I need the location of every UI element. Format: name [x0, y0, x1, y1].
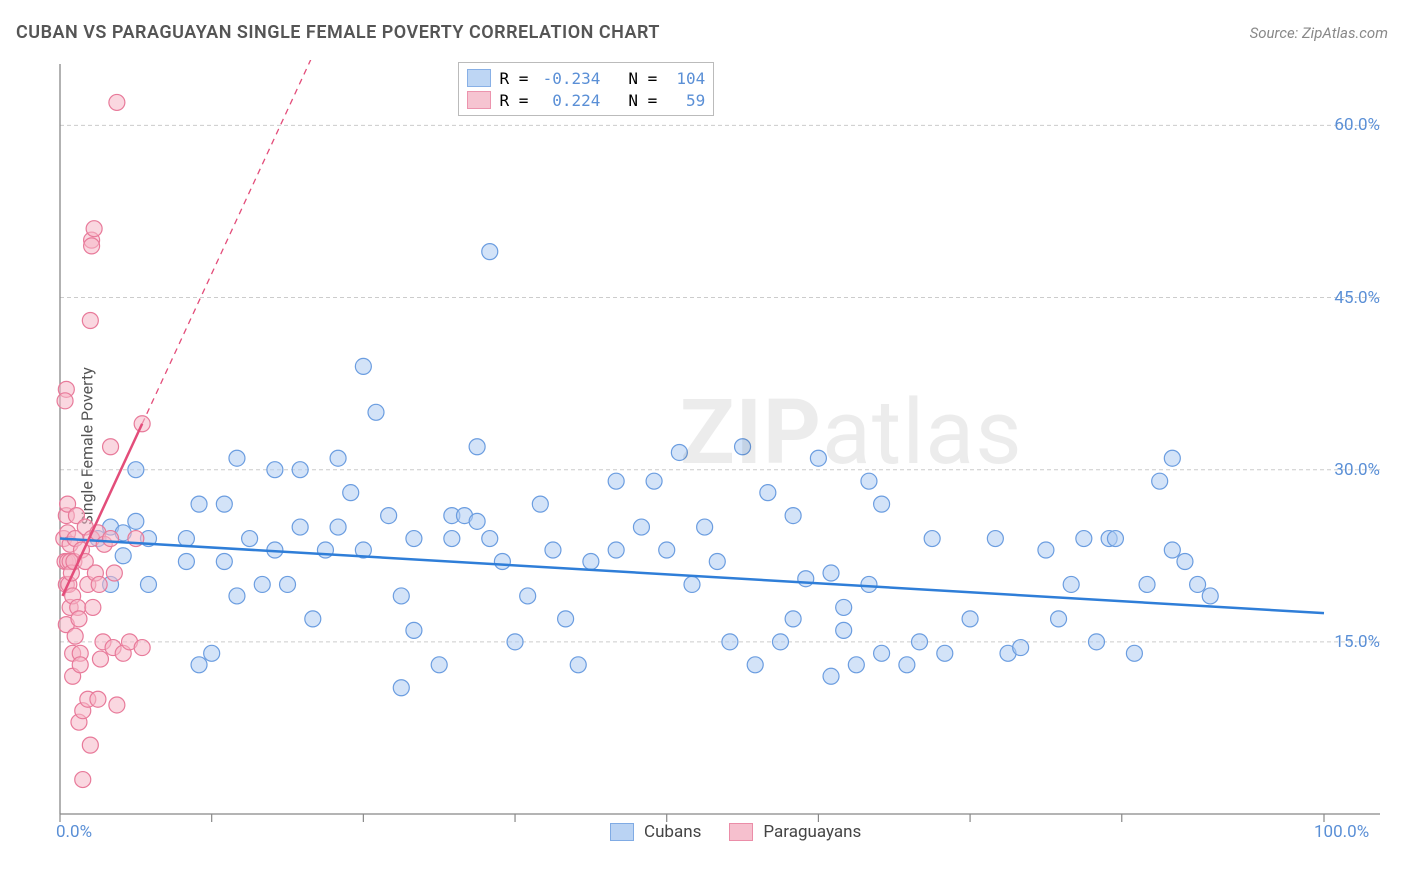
legend-swatch [467, 91, 491, 109]
legend-n-value: 59 [665, 91, 705, 110]
legend-n-label: N = [628, 91, 657, 110]
legend-swatch [729, 823, 753, 841]
x-axis-max-label: 100.0% [1314, 822, 1369, 842]
legend-series: Cubans Paraguayans [610, 822, 879, 842]
legend-n-value: 104 [665, 69, 705, 88]
y-axis-tick-label: 60.0% [1328, 115, 1380, 135]
plot-area [54, 60, 1384, 840]
legend-stats-row: R = -0.234 N = 104 [467, 67, 705, 89]
legend-r-value: 0.224 [536, 91, 600, 110]
legend-r-value: -0.234 [536, 69, 600, 88]
legend-series-label: Cubans [644, 822, 701, 842]
chart-container: CUBAN VS PARAGUAYAN SINGLE FEMALE POVERT… [0, 0, 1406, 892]
legend-stats-row: R = 0.224 N = 59 [467, 89, 705, 111]
scatter-plot-svg [54, 60, 1384, 840]
legend-r-label: R = [499, 91, 528, 110]
y-axis-tick-label: 45.0% [1328, 288, 1380, 308]
source-attribution: Source: ZipAtlas.com [1250, 24, 1388, 42]
legend-r-label: R = [499, 69, 528, 88]
y-axis-tick-label: 15.0% [1328, 632, 1380, 652]
chart-title: CUBAN VS PARAGUAYAN SINGLE FEMALE POVERT… [16, 22, 660, 43]
x-axis-min-label: 0.0% [56, 822, 92, 842]
legend-swatch [467, 69, 491, 87]
legend-swatch [610, 823, 634, 841]
legend-stats-box: R = -0.234 N = 104 R = 0.224 N = 59 [458, 62, 714, 116]
legend-n-label: N = [628, 69, 657, 88]
legend-series-label: Paraguayans [763, 822, 861, 842]
y-axis-tick-label: 30.0% [1328, 460, 1380, 480]
